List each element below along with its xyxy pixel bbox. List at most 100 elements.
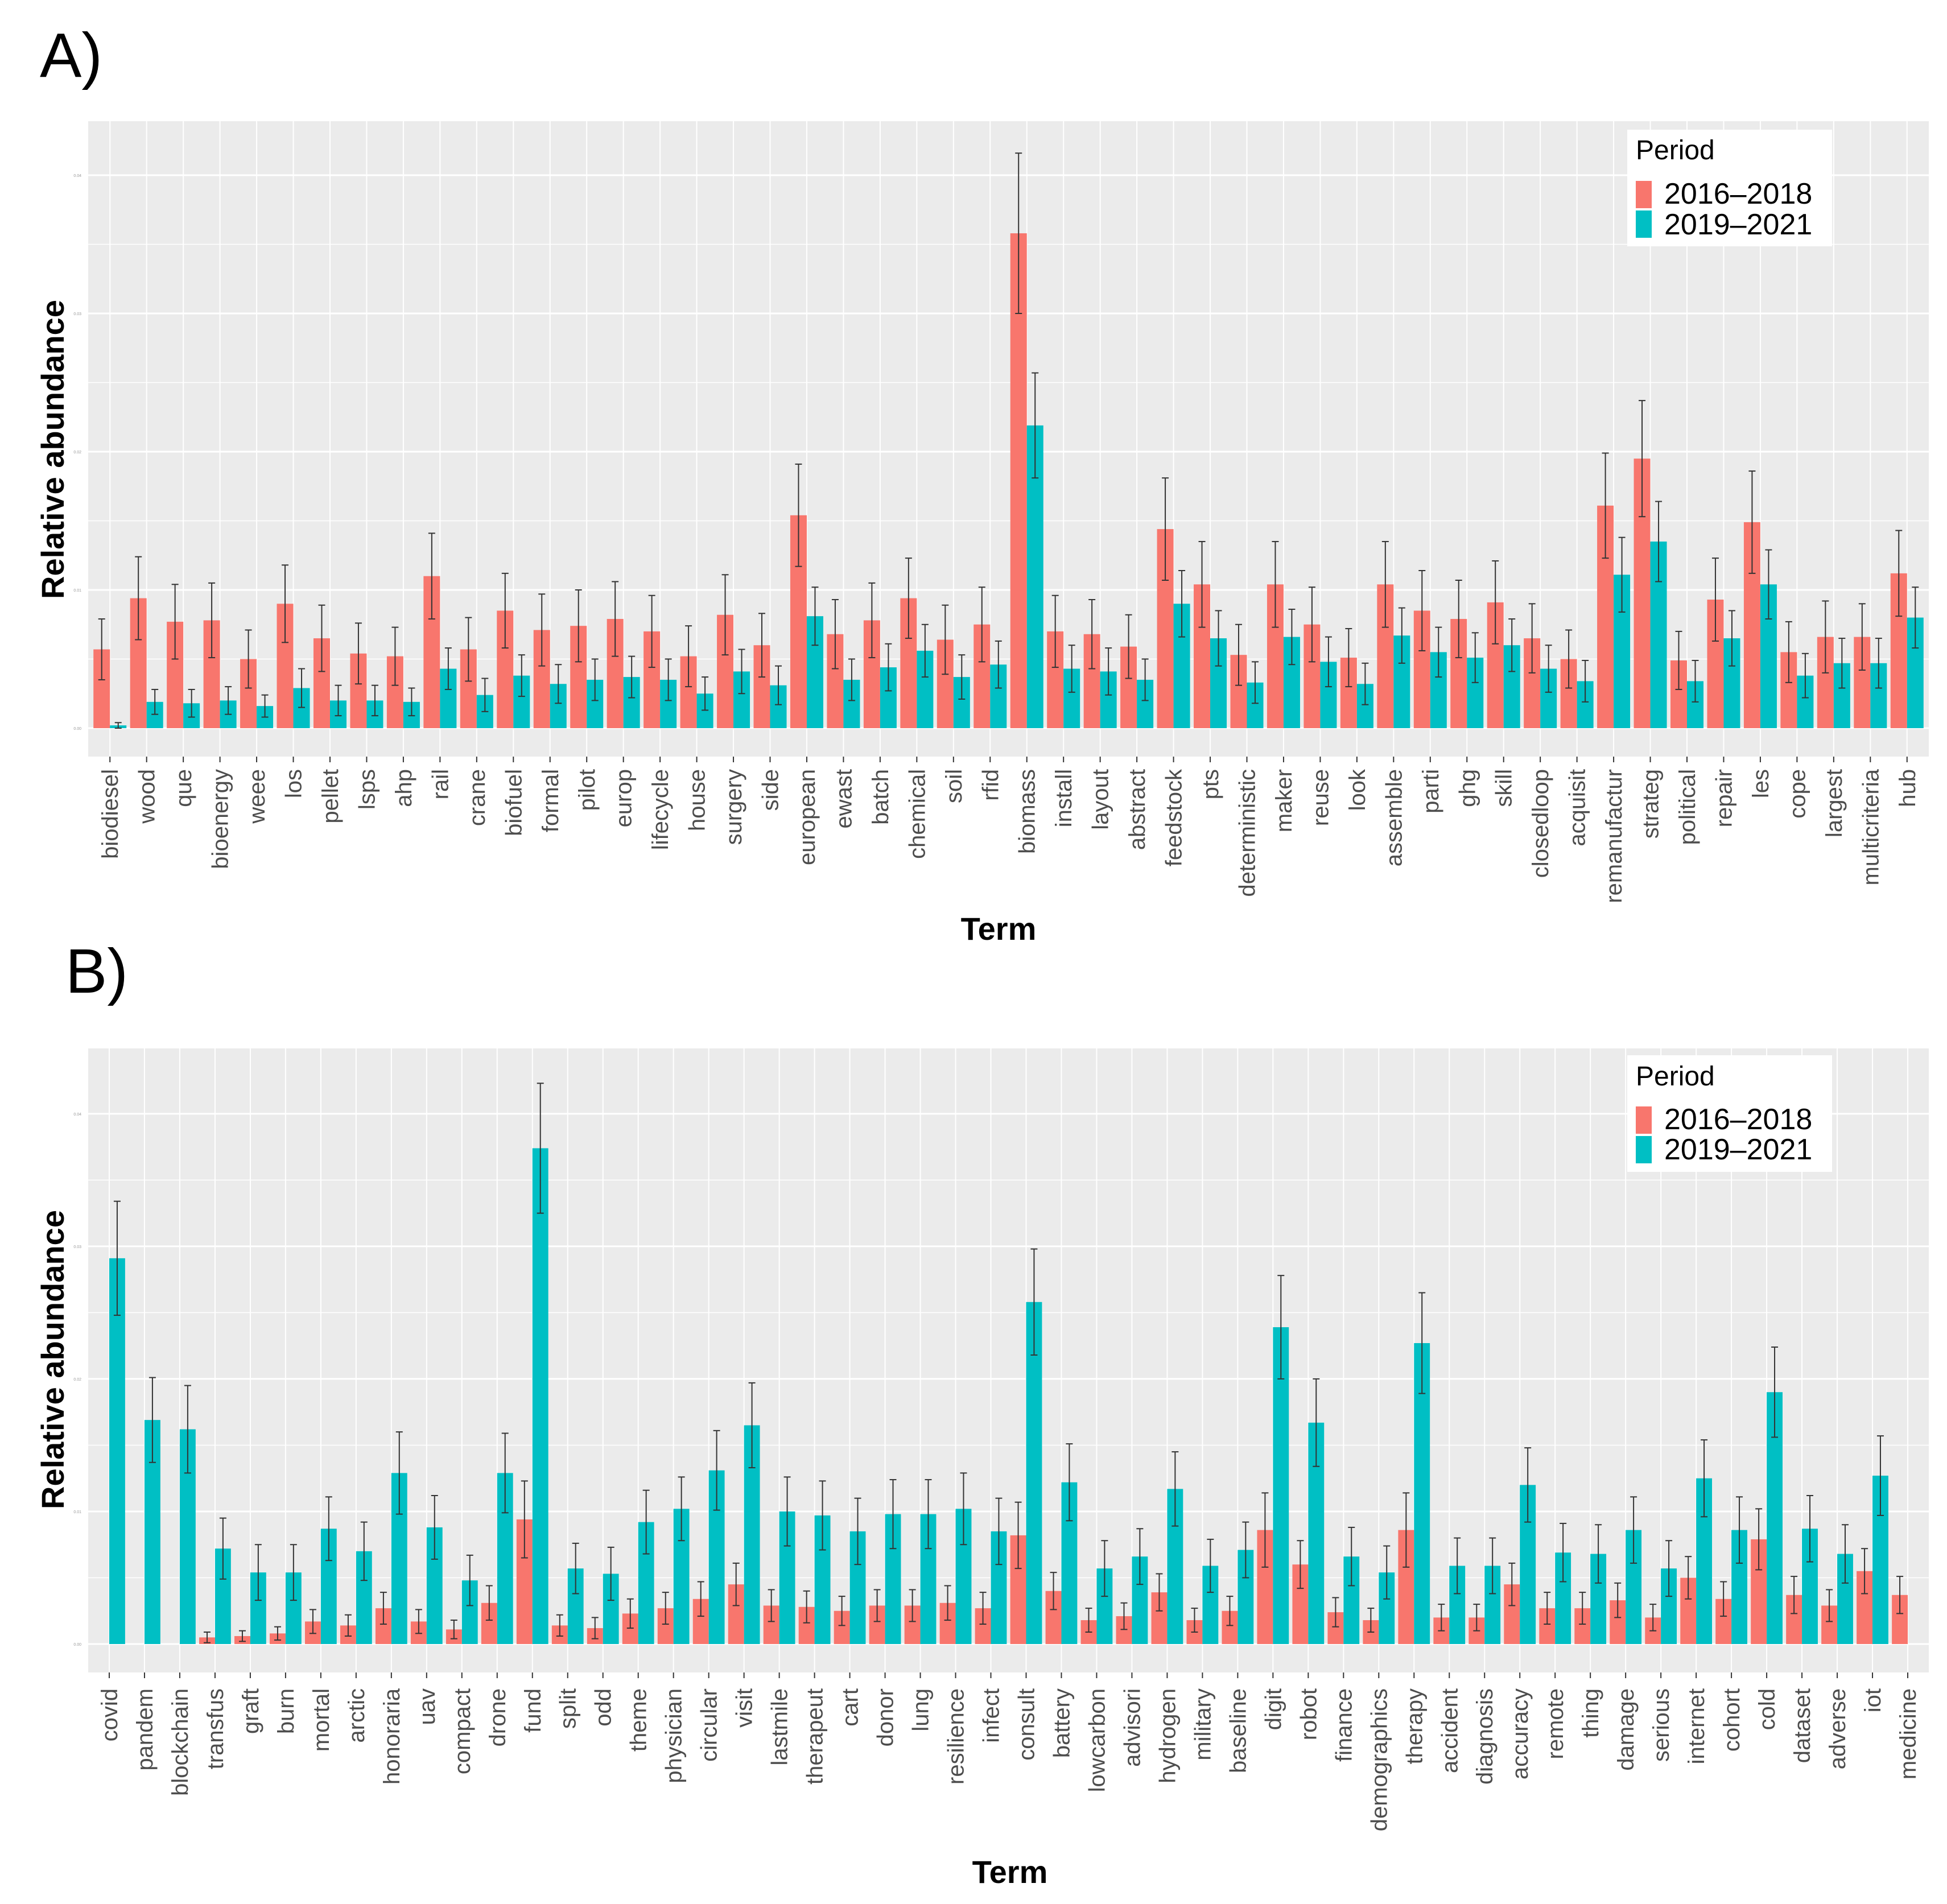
b-xtick-label-arctic: arctic bbox=[344, 1688, 369, 1743]
b-ytick-label: 0.02 bbox=[73, 1378, 81, 1382]
a-xtick-label-ghg: ghg bbox=[1455, 769, 1480, 807]
b-errorbar-circular-2016-2018 bbox=[697, 1581, 704, 1617]
b-errorbar-physician-2019-2021 bbox=[678, 1476, 685, 1542]
a-errorbar-chemical-2019-2021 bbox=[921, 623, 929, 678]
panel-a-letter: A) bbox=[40, 20, 102, 90]
b-xtick-label-lung: lung bbox=[909, 1688, 934, 1732]
a-errorbar-bioenergy-2016-2018 bbox=[208, 582, 216, 659]
panel-b-y-axis-title: Relative abundance bbox=[35, 1210, 71, 1509]
b-errorbar-blockchain-2019-2021 bbox=[184, 1385, 191, 1474]
b-errorbar-accuracy-2016-2018 bbox=[1508, 1562, 1516, 1606]
a-errorbar-skill-2016-2018 bbox=[1492, 560, 1499, 645]
a-errorbar-lsps-2016-2018 bbox=[354, 622, 362, 685]
b-errorbar-digit-2016-2018 bbox=[1261, 1492, 1269, 1568]
b-xtick-label-odd: odd bbox=[591, 1688, 616, 1727]
a-xtick-label-reuse: reuse bbox=[1308, 769, 1333, 826]
a-errorbar-parti-2016-2018 bbox=[1418, 569, 1426, 651]
b-errorbar-hydrogen-2019-2021 bbox=[1172, 1451, 1179, 1527]
a-errorbar-remanufactur-2019-2021 bbox=[1618, 536, 1626, 613]
b-xtick-label-battery: battery bbox=[1049, 1688, 1074, 1758]
panel-b-legend-swatch-2019-2021 bbox=[1636, 1136, 1652, 1163]
b-errorbar-lung-2016-2018 bbox=[909, 1589, 916, 1622]
a-errorbar-biofuel-2019-2021 bbox=[518, 654, 525, 697]
a-xtick-label-look: look bbox=[1345, 769, 1370, 811]
panel-a-legend-title: Period bbox=[1636, 135, 1715, 166]
b-xtick-label-medicine: medicine bbox=[1896, 1688, 1921, 1779]
b-errorbar-thing-2016-2018 bbox=[1579, 1592, 1586, 1625]
b-xtick-label-cold: cold bbox=[1755, 1688, 1780, 1730]
b-errorbar-odd-2016-2018 bbox=[591, 1617, 599, 1639]
b-errorbar-burn-2019-2021 bbox=[290, 1544, 297, 1601]
a-errorbar-closedloop-2016-2018 bbox=[1528, 603, 1536, 674]
a-errorbar-europ-2019-2021 bbox=[628, 655, 636, 699]
b-errorbar-baseline-2016-2018 bbox=[1226, 1596, 1234, 1626]
b-xtick-label-transfus: transfus bbox=[203, 1688, 228, 1769]
b-errorbar-medicine-2016-2018 bbox=[1896, 1576, 1904, 1614]
b-xtick-label-burn: burn bbox=[274, 1688, 299, 1734]
b-errorbar-diagnosis-2019-2021 bbox=[1489, 1537, 1496, 1595]
a-errorbar-ahp-2016-2018 bbox=[391, 626, 399, 686]
b-errorbar-donor-2016-2018 bbox=[873, 1589, 881, 1622]
a-errorbar-assemble-2019-2021 bbox=[1398, 607, 1405, 664]
a-xtick-label-crane: crane bbox=[465, 769, 490, 826]
b-xtick-label-serious: serious bbox=[1649, 1688, 1674, 1762]
b-errorbar-digit-2019-2021 bbox=[1277, 1275, 1285, 1380]
b-xtick-label-lastmile: lastmile bbox=[768, 1688, 793, 1766]
b-errorbar-iot-2019-2021 bbox=[1876, 1435, 1884, 1516]
b-errorbar-donor-2019-2021 bbox=[889, 1479, 897, 1550]
b-xtick-label-donor: donor bbox=[873, 1688, 898, 1746]
b-xtick-label-adverse: adverse bbox=[1825, 1688, 1850, 1769]
b-errorbar-adverse-2019-2021 bbox=[1841, 1524, 1849, 1584]
a-errorbar-wood-2016-2018 bbox=[135, 556, 142, 641]
b-errorbar-lowcarbon-2019-2021 bbox=[1101, 1540, 1108, 1597]
a-errorbar-wood-2019-2021 bbox=[151, 688, 159, 715]
a-ytick-label: 0.03 bbox=[73, 312, 81, 316]
a-errorbar-closedloop-2019-2021 bbox=[1545, 645, 1552, 693]
a-errorbar-hub-2016-2018 bbox=[1895, 530, 1903, 617]
b-xtick-label-dataset: dataset bbox=[1790, 1688, 1815, 1763]
a-xtick-label-lifecycle: lifecycle bbox=[648, 769, 673, 850]
a-errorbar-hub-2019-2021 bbox=[1912, 587, 1919, 649]
b-errorbar-therapy-2019-2021 bbox=[1418, 1292, 1426, 1394]
a-errorbar-biodiesel-2016-2018 bbox=[98, 618, 105, 680]
a-errorbar-install-2019-2021 bbox=[1068, 645, 1075, 693]
a-errorbar-look-2019-2021 bbox=[1362, 662, 1369, 705]
a-xtick-label-strateg: strateg bbox=[1639, 769, 1664, 839]
a-errorbar-biofuel-2016-2018 bbox=[501, 572, 509, 649]
b-errorbar-baseline-2019-2021 bbox=[1242, 1521, 1249, 1579]
b-errorbar-visit-2019-2021 bbox=[748, 1382, 756, 1469]
b-errorbar-visit-2016-2018 bbox=[732, 1562, 740, 1606]
b-ytick-label: 0.01 bbox=[73, 1510, 81, 1514]
a-errorbar-political-2019-2021 bbox=[1692, 659, 1699, 703]
b-xtick-label-accident: accident bbox=[1437, 1688, 1462, 1773]
panel-a: A) 0.00 0.01 0.02 0.03 0.04 biodiesel wood que… bbox=[35, 20, 1929, 947]
b-errorbar-demographics-2019-2021 bbox=[1383, 1545, 1391, 1600]
a-xtick-label-formal: formal bbox=[538, 769, 563, 832]
a-ytick-label: 0.01 bbox=[73, 589, 81, 593]
a-xtick-label-install: install bbox=[1051, 769, 1076, 827]
b-errorbar-advisori-2016-2018 bbox=[1120, 1602, 1128, 1630]
a-errorbar-cope-2016-2018 bbox=[1785, 621, 1792, 683]
a-errorbar-rail-2019-2021 bbox=[444, 647, 452, 690]
a-errorbar-chemical-2016-2018 bbox=[905, 557, 912, 639]
b-errorbar-dataset-2016-2018 bbox=[1791, 1576, 1798, 1614]
panel-b-x-tick-labels: covid pandem blockchain transfus graft burn mo… bbox=[97, 1672, 1921, 1831]
a-errorbar-reuse-2016-2018 bbox=[1308, 587, 1315, 663]
a-errorbar-pellet-2016-2018 bbox=[318, 604, 325, 672]
panel-a-bars bbox=[93, 233, 1924, 728]
panel-a-legend-label-2019-2021: 2019–2021 bbox=[1664, 208, 1812, 241]
a-xtick-label-chemical: chemical bbox=[905, 769, 930, 859]
b-errorbar-advisori-2019-2021 bbox=[1136, 1528, 1144, 1585]
b-errorbar-mortal-2016-2018 bbox=[309, 1609, 316, 1634]
b-xtick-label-graft: graft bbox=[238, 1688, 263, 1734]
b-errorbar-serious-2016-2018 bbox=[1649, 1604, 1657, 1632]
b-errorbar-infect-2019-2021 bbox=[995, 1497, 1003, 1566]
b-errorbar-accident-2019-2021 bbox=[1454, 1537, 1461, 1595]
a-xtick-label-rail: rail bbox=[428, 769, 453, 799]
b-errorbar-accident-2016-2018 bbox=[1438, 1604, 1445, 1632]
b-errorbar-finance-2016-2018 bbox=[1332, 1597, 1339, 1628]
a-errorbar-deterministic-2016-2018 bbox=[1235, 623, 1242, 686]
b-errorbar-consult-2019-2021 bbox=[1030, 1248, 1038, 1356]
a-errorbar-repair-2019-2021 bbox=[1728, 610, 1735, 667]
b-xtick-label-cart: cart bbox=[838, 1688, 863, 1727]
